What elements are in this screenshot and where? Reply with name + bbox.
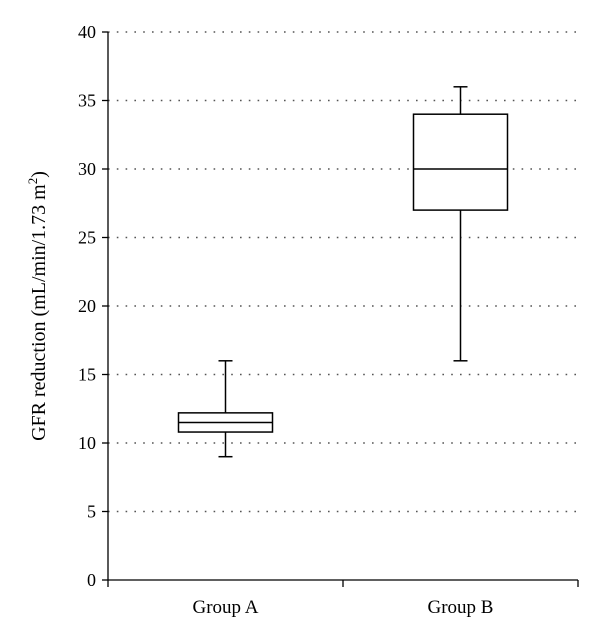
gridlines (108, 31, 578, 513)
y-tick-label: 25 (78, 228, 96, 248)
x-category-label: Group B (428, 597, 494, 618)
y-tick-label: 30 (78, 159, 96, 179)
box-plot-group-a (177, 360, 274, 458)
y-tick-label: 40 (78, 22, 96, 42)
x-category-label: Group A (193, 597, 259, 618)
y-tick-label: 5 (87, 502, 96, 522)
y-tick-label: 10 (78, 433, 96, 453)
y-tick-label: 35 (78, 91, 96, 111)
x-axis-ticks: Group A Group B (107, 580, 579, 618)
box-plot-group-b (412, 86, 509, 362)
box-iqr (412, 113, 509, 211)
y-tick-label: 0 (87, 570, 96, 590)
y-axis-label: GFR reduction (mL/min/1.73 m2) (25, 171, 50, 441)
box-series (177, 86, 509, 458)
y-tick-label: 20 (78, 296, 96, 316)
y-tick-label: 15 (78, 365, 96, 385)
y-axis-ticks: 0 5 10 15 20 25 30 35 40 (78, 22, 108, 590)
